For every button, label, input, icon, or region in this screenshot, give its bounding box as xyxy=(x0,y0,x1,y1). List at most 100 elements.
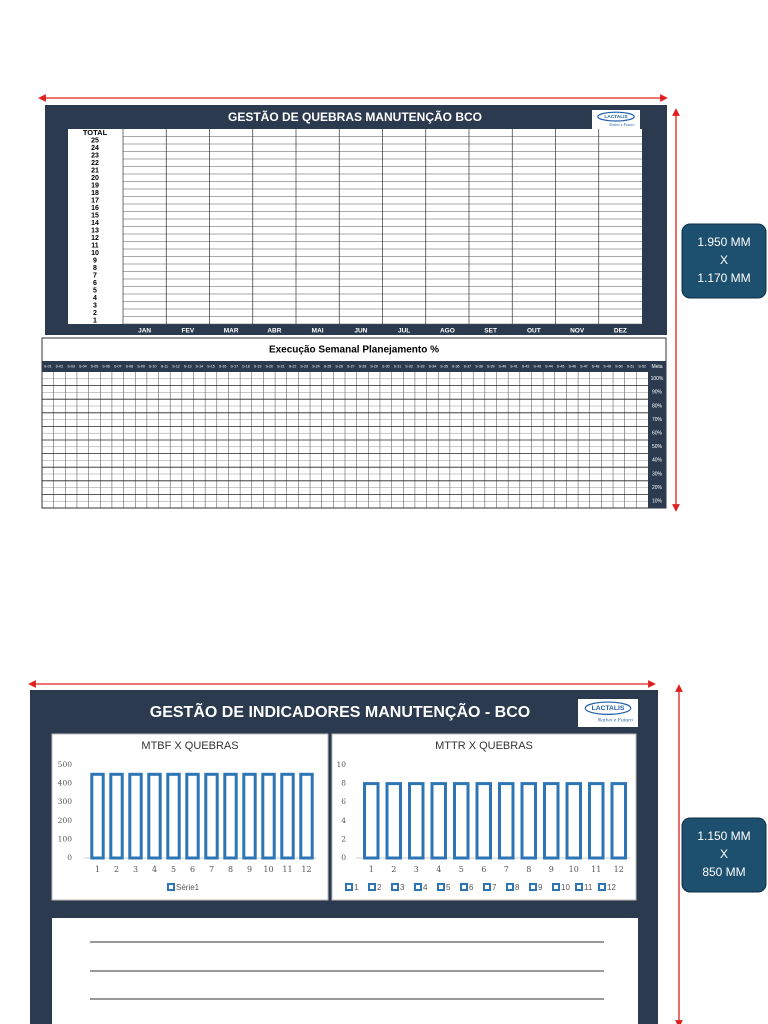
y-tick-label: 100 xyxy=(58,834,73,843)
week-label: S-18 xyxy=(242,364,250,368)
week-label: S-04 xyxy=(79,364,87,368)
x-tick-label: 3 xyxy=(133,865,138,874)
logo-oval xyxy=(584,701,632,716)
week-label: S-22 xyxy=(289,364,297,368)
meta-level: 50% xyxy=(652,444,663,450)
y-tick-label: 0 xyxy=(341,853,346,862)
week-label: S-38 xyxy=(475,364,483,368)
month-label: MAR xyxy=(224,328,239,335)
row-label: 12 xyxy=(91,235,99,242)
week-label: S-34 xyxy=(429,364,437,368)
week-label: S-37 xyxy=(464,364,472,368)
bar xyxy=(128,772,143,860)
week-label: S-39 xyxy=(487,364,495,368)
legend-swatch xyxy=(437,883,445,891)
row-label: 15 xyxy=(91,213,99,220)
x-tick-label: 12 xyxy=(614,865,624,874)
row-label: 10 xyxy=(91,250,99,257)
bar xyxy=(363,782,380,860)
week-label: S-14 xyxy=(196,364,204,368)
week-label: S-13 xyxy=(184,364,192,368)
x-tick-label: 4 xyxy=(436,865,441,874)
legend-label: 1 xyxy=(354,883,359,892)
week-label: S-05 xyxy=(91,364,99,368)
y-tick-label: 4 xyxy=(341,816,346,825)
bar xyxy=(90,772,105,860)
legend-label: 7 xyxy=(492,883,497,892)
row-label: 24 xyxy=(91,145,99,152)
week-label: S-11 xyxy=(161,364,168,368)
x-tick-label: 1 xyxy=(369,865,374,874)
meta-level: 40% xyxy=(652,458,663,464)
board-title: GESTÃO DE INDICADORES MANUTENÇÃO - BCO xyxy=(150,701,530,721)
week-label: S-47 xyxy=(580,364,588,368)
row-label: 25 xyxy=(91,138,99,145)
row-label: 14 xyxy=(91,220,99,227)
week-label: S-25 xyxy=(324,364,332,368)
legend-swatch xyxy=(167,883,175,891)
week-label: S-48 xyxy=(592,364,600,368)
size-badge xyxy=(681,817,767,893)
week-label: S-36 xyxy=(452,364,460,368)
logo-oval xyxy=(597,111,635,122)
legend-swatch xyxy=(368,883,376,891)
chart-title: MTTR X QUEBRAS xyxy=(435,740,533,752)
meta-level: 80% xyxy=(652,403,663,409)
legend-swatch xyxy=(506,883,514,891)
legend-label: 12 xyxy=(607,883,616,892)
legend-label: 10 xyxy=(561,883,570,892)
legend-label: 3 xyxy=(400,883,405,892)
week-label: S-12 xyxy=(172,364,180,368)
week-label: S-44 xyxy=(545,364,553,368)
month-label: AGO xyxy=(440,328,455,335)
legend-swatch xyxy=(552,883,560,891)
week-label: S-46 xyxy=(568,364,576,368)
weekly-header xyxy=(42,361,666,372)
logo-text: LACTALIS xyxy=(592,705,625,712)
week-label: S-35 xyxy=(440,364,448,368)
size-text: 1.950 MM xyxy=(697,235,750,249)
y-tick-label: 500 xyxy=(58,760,73,769)
size-text: X xyxy=(720,847,728,861)
bar xyxy=(147,772,162,860)
x-tick-label: 7 xyxy=(504,865,509,874)
y-tick-label: 8 xyxy=(341,779,346,788)
week-label: S-40 xyxy=(499,364,507,368)
bar xyxy=(299,772,314,860)
week-label: S-50 xyxy=(615,364,623,368)
week-label: S-32 xyxy=(405,364,413,368)
legend-label: 2 xyxy=(377,883,382,892)
row-label: 22 xyxy=(91,160,99,167)
meta-level: 30% xyxy=(652,471,663,477)
meta-level: 70% xyxy=(652,417,663,423)
x-tick-label: 9 xyxy=(549,865,554,874)
bar xyxy=(242,772,257,860)
row-label: 9 xyxy=(93,258,97,265)
meta-column xyxy=(648,361,666,508)
month-label: FEV xyxy=(182,328,195,335)
size-text: 1.170 MM xyxy=(697,271,750,285)
bar xyxy=(261,772,276,860)
meta-level: 10% xyxy=(652,499,663,505)
month-label: DEZ xyxy=(614,328,627,335)
week-label: S-23 xyxy=(300,364,308,368)
y-tick-label: 0 xyxy=(67,853,72,862)
y-tick-label: 300 xyxy=(58,797,73,806)
week-label: S-26 xyxy=(335,364,343,368)
row-label: 8 xyxy=(93,265,97,272)
x-tick-label: 6 xyxy=(481,865,486,874)
legend-label: 9 xyxy=(538,883,543,892)
logo-tagline: Nativo e Futuro xyxy=(608,122,634,127)
size-text: 1.150 MM xyxy=(697,829,750,843)
month-label: OUT xyxy=(527,328,541,335)
row-label: 2 xyxy=(93,310,97,317)
row-label: 19 xyxy=(91,183,99,190)
y-tick-label: 6 xyxy=(341,797,346,806)
legend-swatch xyxy=(598,883,606,891)
legend-swatch xyxy=(483,883,491,891)
size-text: 850 MM xyxy=(702,865,745,879)
week-label: S-51 xyxy=(627,364,635,368)
week-label: S-17 xyxy=(230,364,238,368)
legend-swatch xyxy=(414,883,422,891)
